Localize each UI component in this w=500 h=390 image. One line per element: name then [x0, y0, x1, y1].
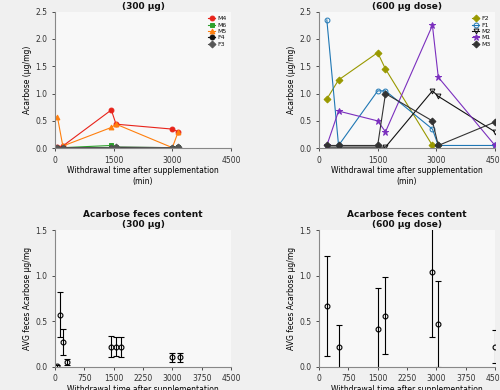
X-axis label: Withdrawal time after supplementation
(min): Withdrawal time after supplementation (m…	[331, 166, 483, 186]
X-axis label: Withdrawal time after supplementation
(min): Withdrawal time after supplementation (m…	[67, 166, 219, 186]
Y-axis label: AVG feces Acarbose µg/mg: AVG feces Acarbose µg/mg	[24, 247, 32, 350]
Title: Acarbose feces content
(300 µg): Acarbose feces content (300 µg)	[83, 210, 203, 229]
Y-axis label: Acarbose (µg/mg): Acarbose (µg/mg)	[24, 46, 32, 114]
Legend: F2, F1, M2, M1, M3: F2, F1, M2, M1, M3	[470, 15, 492, 48]
Y-axis label: Acarbose (µg/mg): Acarbose (µg/mg)	[288, 46, 296, 114]
Y-axis label: AVG feces Acarbose µg/mg: AVG feces Acarbose µg/mg	[288, 247, 296, 350]
Legend: M4, M6, M5, F4, F3: M4, M6, M5, F4, F3	[206, 15, 228, 48]
X-axis label: Withdrawal time after supplementation
(min): Withdrawal time after supplementation (m…	[331, 385, 483, 390]
X-axis label: Withdrawal time after supplementation
(min): Withdrawal time after supplementation (m…	[67, 385, 219, 390]
Title: Acarbose feces content
(600 µg dose): Acarbose feces content (600 µg dose)	[347, 0, 467, 11]
Title: Acarbose feces content
(600 µg dose): Acarbose feces content (600 µg dose)	[347, 210, 467, 229]
Title: Acarbose feces content
(300 µg): Acarbose feces content (300 µg)	[83, 0, 203, 11]
